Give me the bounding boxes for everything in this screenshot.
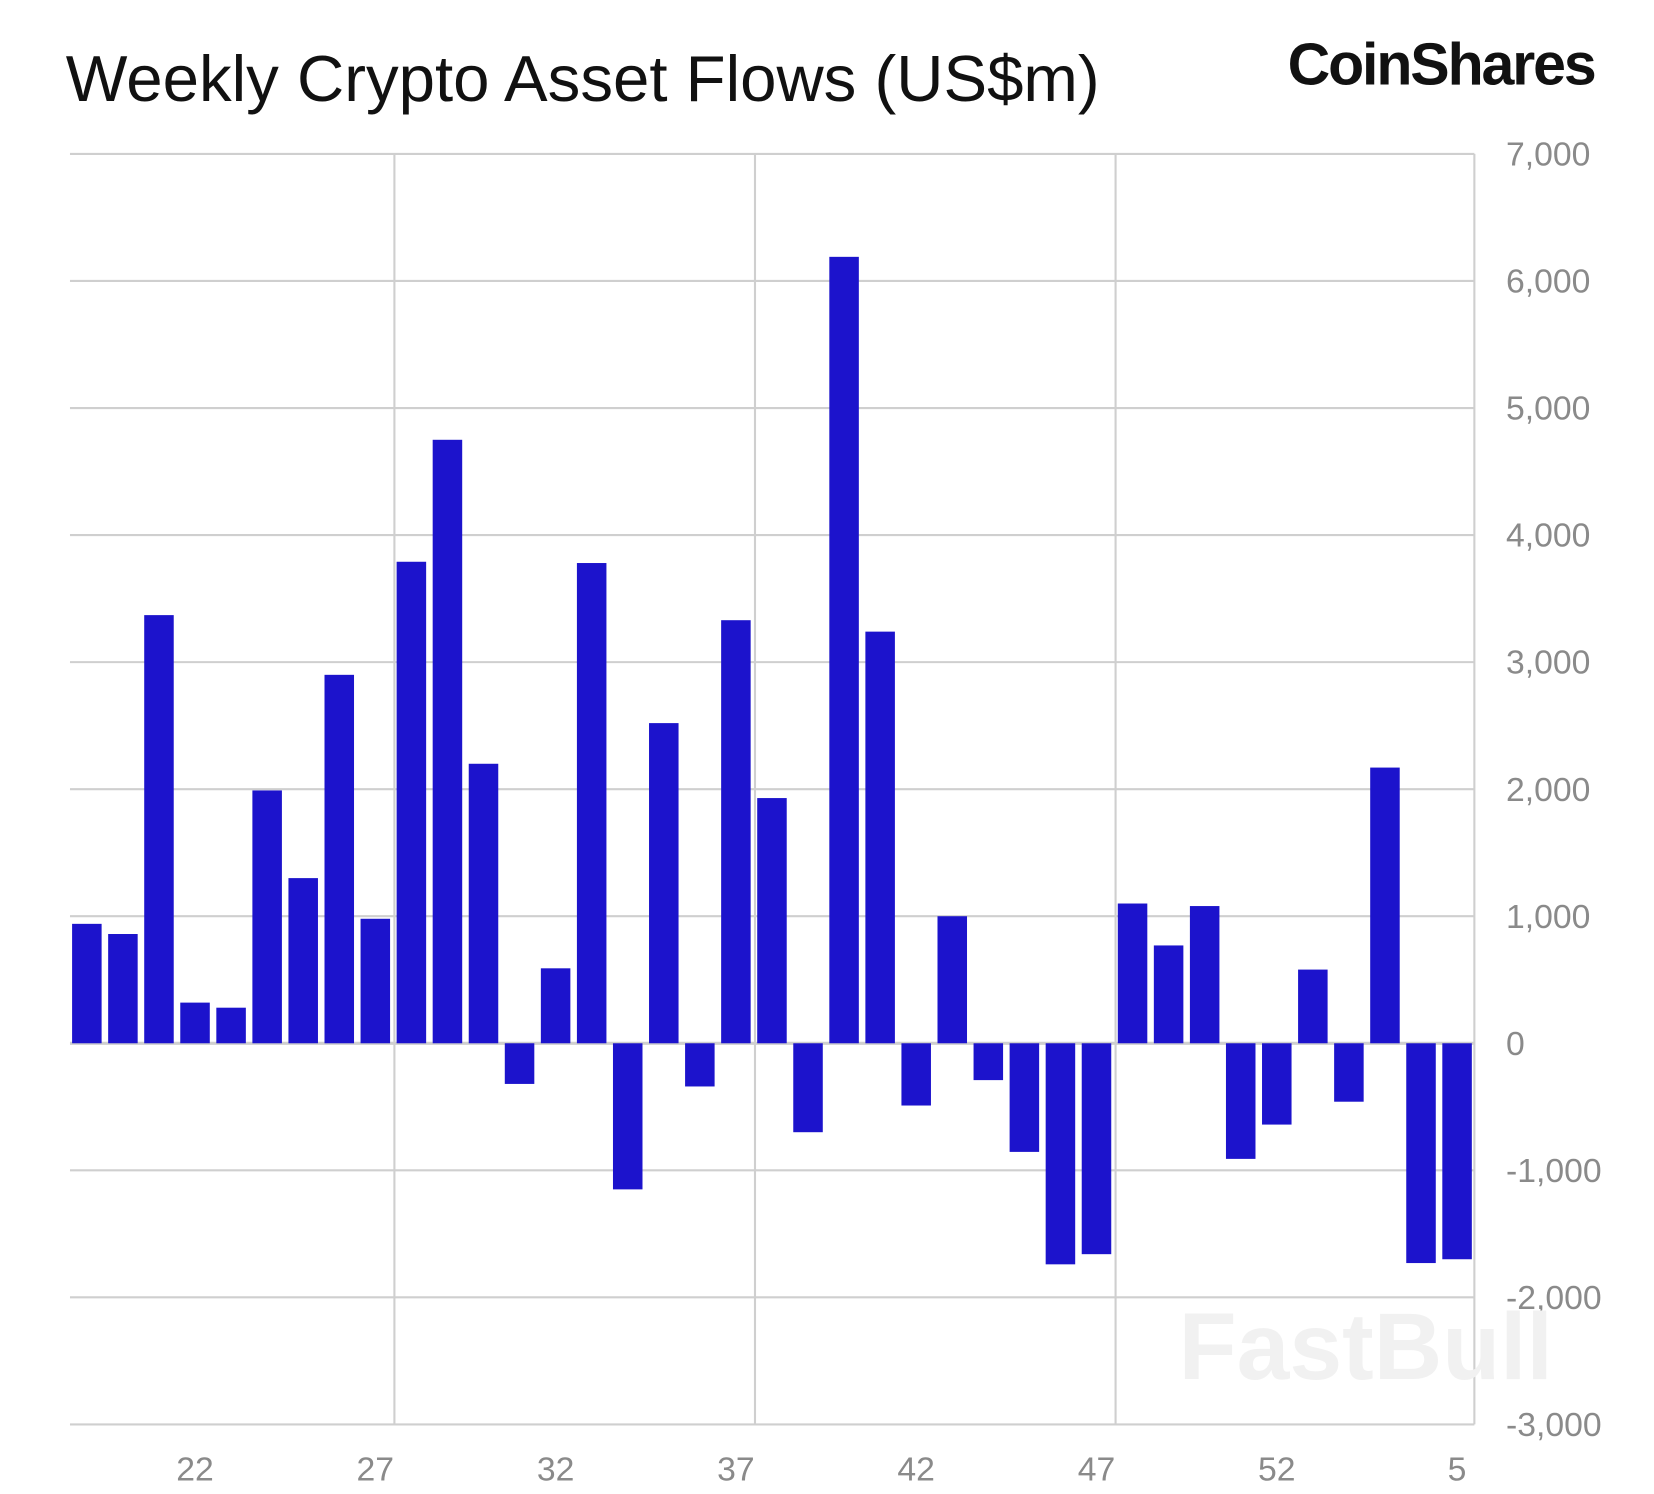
bar-week-4: [1406, 1043, 1436, 1264]
bar-week-1: [1298, 969, 1328, 1044]
bar-week-35: [649, 723, 679, 1044]
bar-week-19: [72, 923, 102, 1044]
y-tick-label: 7,000: [1506, 136, 1590, 174]
bar-week-50: [1189, 906, 1220, 1044]
bar-week-31: [504, 1043, 535, 1084]
bar-week-45: [1009, 1043, 1040, 1152]
bar-week-23: [216, 1007, 246, 1044]
bar-week-51: [1225, 1043, 1256, 1159]
bar-week-33: [576, 563, 607, 1044]
bar-week-37: [721, 620, 751, 1044]
bar-week-36: [685, 1043, 715, 1087]
bar-week-27: [360, 918, 391, 1044]
x-tick-label: 52: [1258, 1450, 1296, 1488]
bar-week-22: [180, 1002, 210, 1044]
x-tick-label: 32: [537, 1450, 575, 1488]
x-tick-label: 5: [1448, 1450, 1467, 1488]
bar-week-3: [1370, 767, 1400, 1044]
bar-week-52: [1262, 1043, 1292, 1125]
y-tick-label: 5,000: [1506, 390, 1590, 428]
bar-week-43: [937, 916, 968, 1044]
y-tick-label: 0: [1506, 1025, 1525, 1063]
chart-title: Weekly Crypto Asset Flows (US$m): [66, 42, 1100, 115]
y-tick-label: 6,000: [1506, 263, 1590, 301]
bar-week-20: [108, 934, 138, 1044]
x-tick-label: 22: [176, 1450, 214, 1488]
coinshares-logo: CoinShares: [1288, 31, 1595, 97]
bar-week-5: [1442, 1043, 1472, 1260]
bar-week-44: [973, 1043, 1004, 1081]
bar-week-40: [829, 256, 859, 1044]
bar-week-42: [901, 1043, 931, 1106]
x-tick-label: 27: [357, 1450, 395, 1488]
bar-week-30: [468, 763, 499, 1044]
x-tick-label: 47: [1078, 1450, 1116, 1488]
bar-week-29: [432, 439, 463, 1044]
y-tick-label: 2,000: [1506, 771, 1590, 809]
bar-week-34: [612, 1043, 643, 1190]
y-tick-label: 4,000: [1506, 517, 1590, 555]
x-tick-label: 42: [897, 1450, 935, 1488]
bar-week-46: [1045, 1043, 1076, 1265]
y-tick-label: -2,000: [1506, 1279, 1602, 1317]
bar-week-47: [1081, 1043, 1112, 1255]
bar-week-38: [757, 798, 787, 1044]
gridlines: [69, 152, 1476, 1426]
bar-week-49: [1153, 945, 1184, 1044]
bar-week-28: [396, 561, 427, 1044]
y-tick-label: -3,000: [1506, 1406, 1602, 1444]
bar-week-21: [144, 615, 174, 1044]
watermark: FastBull: [1179, 1294, 1553, 1400]
bar-week-39: [793, 1043, 823, 1133]
y-tick-label: -1,000: [1506, 1152, 1602, 1190]
bar-week-48: [1117, 903, 1148, 1044]
bar-week-41: [865, 631, 895, 1044]
y-axis-ticks: 7,000 6,000 5,000 4,000 3,000 2,000 1,000 0 -1,0…: [1506, 136, 1602, 1444]
bar-week-26: [324, 674, 355, 1044]
bar-week-2: [1334, 1043, 1364, 1102]
y-tick-label: 1,000: [1506, 898, 1590, 936]
bars: [72, 256, 1472, 1265]
bar-week-32: [540, 968, 571, 1044]
bar-week-24: [252, 790, 282, 1044]
x-axis-ticks: 22 27 32 37 42 47 52 5: [176, 1450, 1466, 1488]
x-tick-label: 37: [717, 1450, 755, 1488]
bar-week-25: [288, 878, 318, 1044]
y-tick-label: 3,000: [1506, 644, 1590, 682]
